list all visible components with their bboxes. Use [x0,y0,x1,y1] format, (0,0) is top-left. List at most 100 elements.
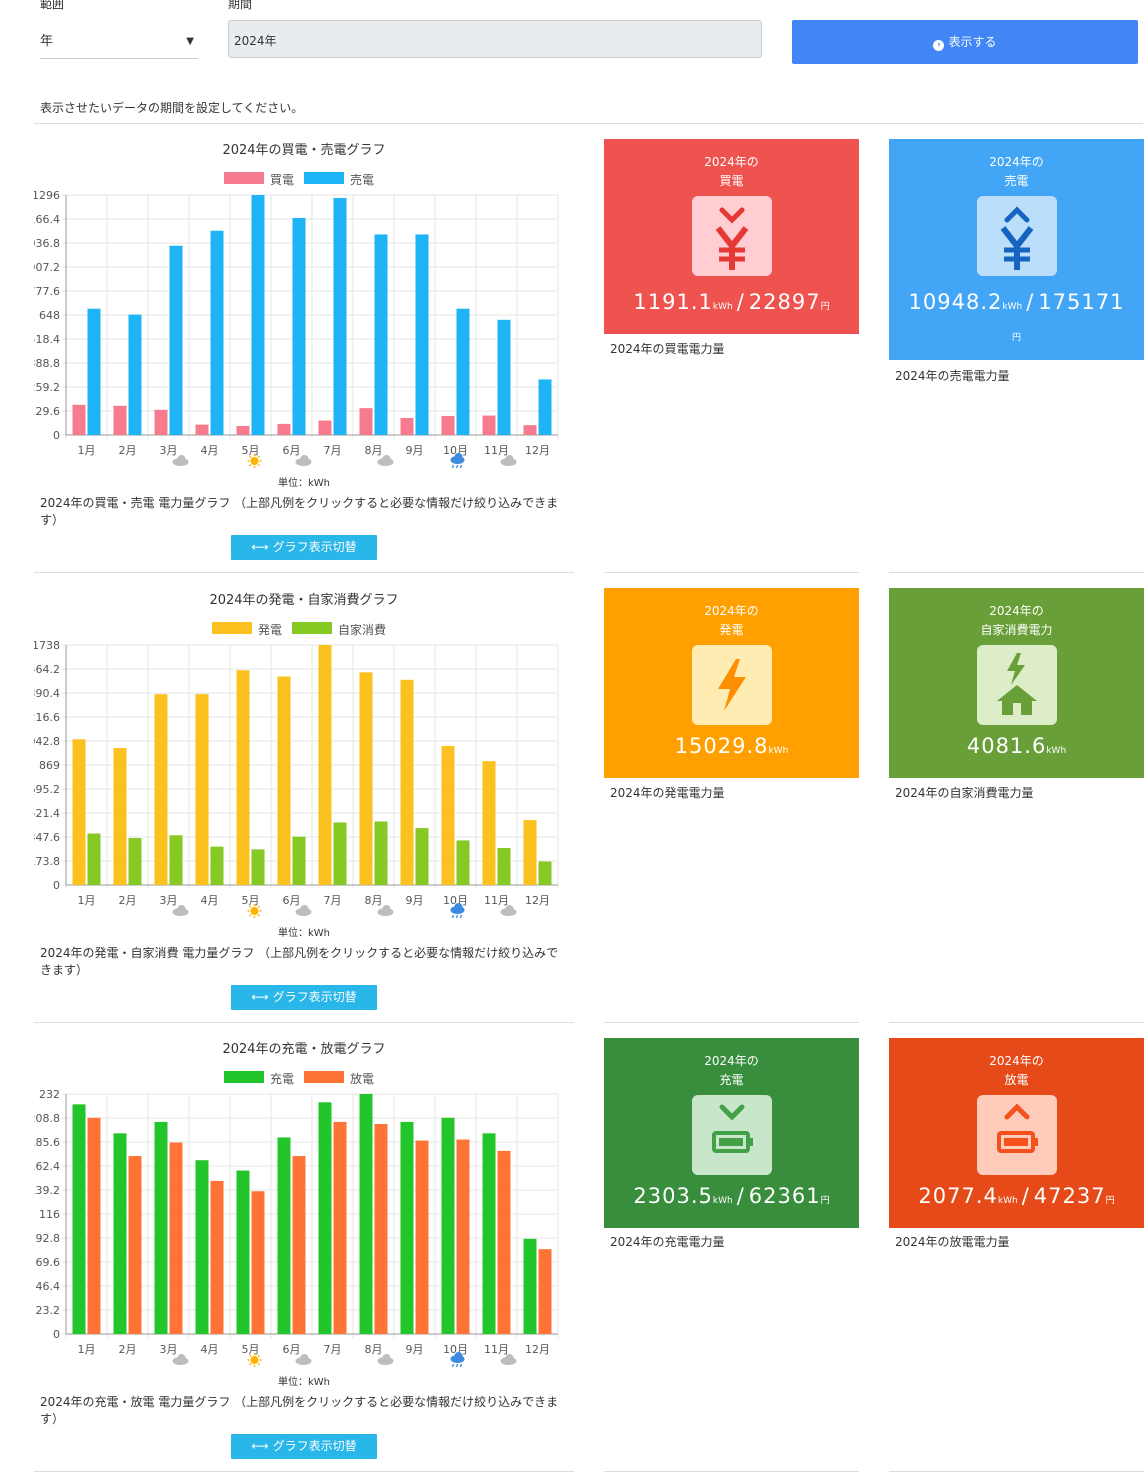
bar[interactable] [400,417,414,435]
bar[interactable] [374,234,388,435]
bar[interactable] [374,1124,388,1334]
bar[interactable] [497,847,511,885]
bar[interactable] [195,1160,209,1334]
section-divider [889,572,1144,573]
bar[interactable] [482,415,496,435]
bar[interactable] [456,840,470,885]
bar[interactable] [318,645,332,885]
bar[interactable] [523,820,537,885]
bar[interactable] [359,672,373,885]
bar[interactable] [251,1191,265,1334]
bar[interactable] [415,1140,429,1334]
y-tick-label: 173.8 [34,855,60,868]
graph-toggle-button[interactable]: ⟷ グラフ表示切替 [231,985,377,1010]
bar[interactable] [538,1249,552,1334]
bar[interactable] [441,745,455,885]
bar[interactable] [236,425,250,435]
bar[interactable] [72,1104,86,1334]
range-select-value: 年 [40,34,54,49]
bar[interactable] [415,828,429,885]
bar[interactable] [236,1170,250,1334]
bar[interactable] [210,1180,224,1334]
graph-toggle-button[interactable]: ⟷ グラフ表示切替 [231,1434,377,1459]
bar[interactable] [318,1102,332,1334]
bar[interactable] [113,405,127,435]
bar[interactable] [169,835,183,885]
bar[interactable] [87,833,101,885]
bar[interactable] [251,849,265,885]
bar[interactable] [277,1137,291,1334]
chart-legend: 発電 自家消費 [0,621,600,637]
bar[interactable] [87,308,101,435]
bar[interactable] [195,694,209,885]
range-select[interactable]: 年 ▼ [40,22,198,59]
x-tick-label: 3月 [160,1343,178,1356]
bar[interactable] [538,379,552,435]
legend-item-label[interactable]: 買電 [270,173,295,187]
bar[interactable] [359,408,373,435]
bar[interactable] [154,694,168,885]
bar[interactable] [169,1142,183,1334]
legend-item-label[interactable]: 充電 [270,1072,295,1086]
bar[interactable] [482,761,496,885]
legend-swatch[interactable] [304,172,344,184]
bar[interactable] [128,1156,142,1334]
bar[interactable] [415,234,429,435]
bar[interactable] [333,822,347,885]
legend-item-label[interactable]: 自家消費 [338,623,387,637]
x-tick-label: 9月 [406,1343,424,1356]
bar[interactable] [210,230,224,435]
legend-item-label[interactable]: 放電 [350,1072,375,1086]
bar[interactable] [359,1094,373,1334]
y-tick-label: 92.8 [36,1232,61,1245]
legend-swatch[interactable] [224,172,264,184]
period-field[interactable]: 2024年 [228,20,762,58]
bar[interactable] [113,1133,127,1334]
bar[interactable] [292,836,306,885]
bar[interactable] [72,739,86,885]
bar[interactable] [236,670,250,885]
bar[interactable] [169,245,183,435]
bar[interactable] [538,861,552,885]
x-tick-label: 4月 [201,1343,219,1356]
bar[interactable] [497,319,511,435]
bar[interactable] [277,423,291,435]
legend-swatch[interactable] [304,1071,344,1083]
bar[interactable] [400,1121,414,1334]
legend-swatch[interactable] [292,622,332,634]
legend-swatch[interactable] [224,1071,264,1083]
bar[interactable] [277,676,291,885]
show-button[interactable]: › 表示する [792,20,1138,64]
legend-swatch[interactable] [212,622,252,634]
bar[interactable] [251,195,265,435]
legend-item-label[interactable]: 売電 [350,173,375,187]
bar[interactable] [318,420,332,435]
bar[interactable] [154,409,168,435]
graph-toggle-button[interactable]: ⟷ グラフ表示切替 [231,535,377,560]
bar[interactable] [154,1121,168,1334]
bar[interactable] [374,821,388,885]
bar[interactable] [292,1156,306,1334]
bar[interactable] [441,1117,455,1334]
bar-chart: 1296 1166.4 1036.8 907.2 777.6 648 518.4 388.8 2… [34,189,559,469]
bar[interactable] [523,425,537,435]
bar[interactable] [292,217,306,435]
bar[interactable] [72,404,86,435]
bar[interactable] [497,1150,511,1334]
bar[interactable] [87,1117,101,1334]
bar[interactable] [441,415,455,435]
bar[interactable] [128,838,142,885]
bar[interactable] [400,679,414,885]
bar[interactable] [210,846,224,885]
bar[interactable] [113,748,127,885]
bar[interactable] [333,197,347,435]
bar[interactable] [195,424,209,435]
bar[interactable] [456,308,470,435]
bar[interactable] [482,1133,496,1334]
bar[interactable] [523,1238,537,1334]
legend-item-label[interactable]: 発電 [258,623,283,637]
battery-charge-icon [692,1095,772,1175]
bar[interactable] [128,314,142,435]
bar[interactable] [456,1139,470,1334]
bar[interactable] [333,1121,347,1334]
